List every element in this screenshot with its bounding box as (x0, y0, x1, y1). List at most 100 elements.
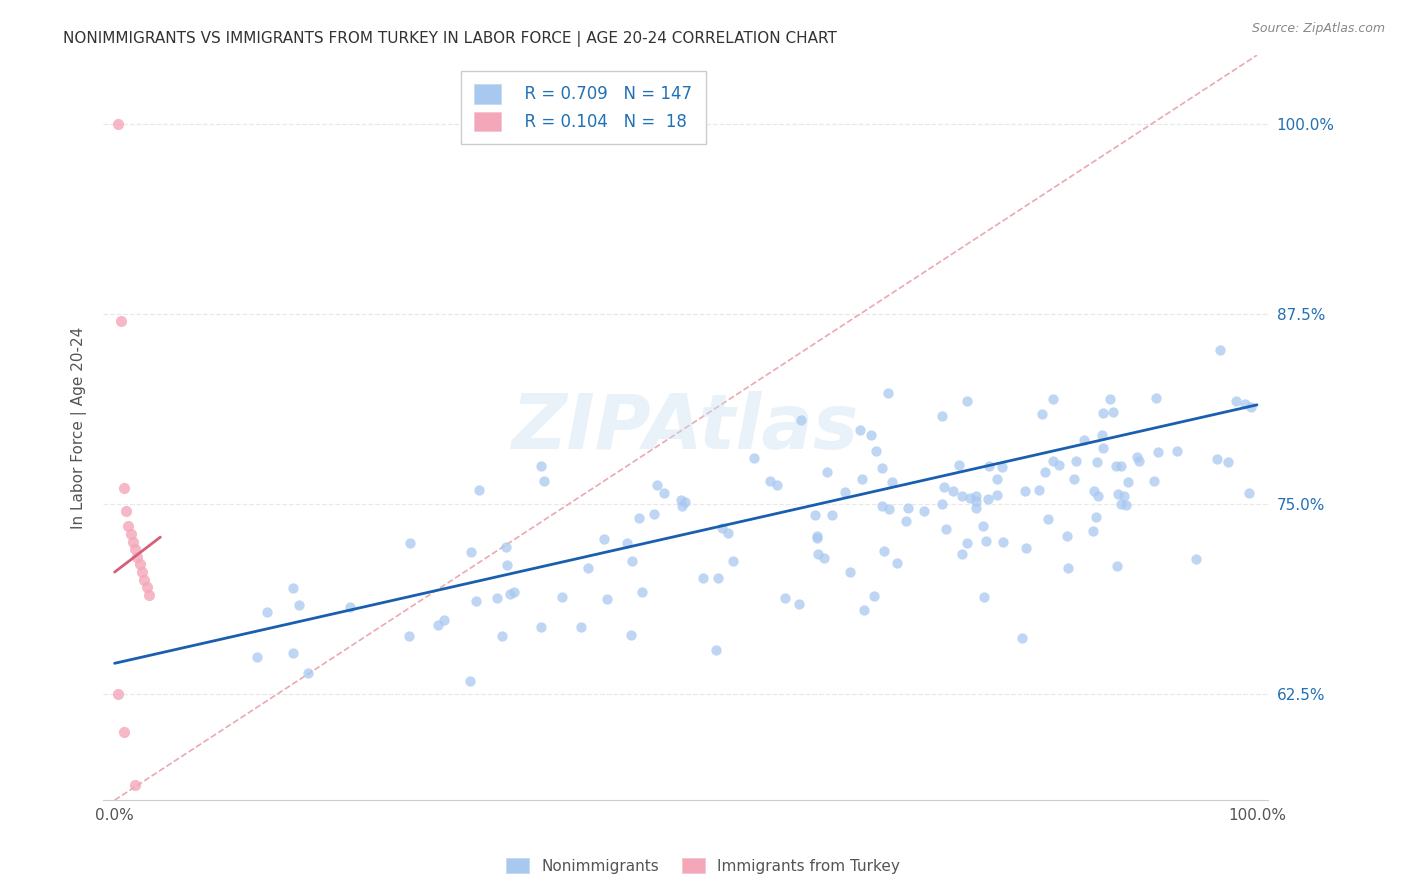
Point (122, 534, 145, 549)
Point (1109, 497, 1132, 511)
Point (671, 492, 693, 507)
Point (1011, 631, 1033, 645)
Point (773, 591, 796, 605)
Point (112, 724, 135, 739)
Point (1085, 455, 1108, 469)
Point (110, 314, 132, 328)
Point (965, 493, 987, 508)
Point (955, 535, 977, 549)
Point (464, 594, 486, 608)
Point (138, 588, 160, 602)
Point (880, 475, 903, 490)
Point (1073, 433, 1095, 447)
Point (834, 485, 856, 500)
Point (576, 561, 599, 575)
Point (426, 617, 449, 632)
Point (839, 565, 862, 579)
Point (1081, 524, 1104, 539)
Point (860, 428, 883, 442)
Point (132, 823, 155, 838)
Point (596, 592, 619, 607)
Point (1109, 459, 1132, 474)
Point (848, 423, 870, 437)
Point (973, 590, 995, 604)
Point (627, 511, 650, 525)
Point (1033, 465, 1056, 479)
Point (621, 554, 644, 568)
Point (931, 409, 953, 424)
Point (976, 534, 998, 549)
Point (616, 536, 638, 550)
Point (115, 504, 138, 518)
Point (460, 674, 482, 689)
Point (986, 471, 1008, 485)
Point (1185, 552, 1208, 566)
Point (1092, 441, 1115, 455)
Point (986, 488, 1008, 502)
Point (886, 556, 908, 570)
Point (959, 491, 981, 505)
Point (706, 571, 728, 585)
Point (1112, 489, 1135, 503)
Point (1105, 559, 1128, 574)
Point (1102, 405, 1125, 419)
Point (1056, 529, 1078, 543)
Point (398, 629, 420, 643)
Point (486, 591, 509, 606)
Point (1014, 483, 1036, 498)
Point (972, 518, 994, 533)
Point (991, 534, 1014, 549)
Point (495, 540, 517, 554)
Point (821, 508, 844, 523)
Point (124, 778, 146, 792)
Point (643, 507, 665, 521)
Point (1206, 451, 1229, 466)
Point (948, 458, 970, 472)
Point (671, 500, 693, 514)
Point (932, 481, 955, 495)
Point (870, 460, 893, 475)
Point (288, 599, 311, 613)
Point (1042, 392, 1064, 406)
Point (1128, 454, 1150, 468)
Point (433, 613, 456, 627)
Point (1234, 396, 1257, 410)
Point (529, 620, 551, 634)
Point (979, 458, 1001, 473)
Point (965, 489, 987, 503)
Point (717, 525, 740, 540)
Point (807, 547, 830, 561)
Point (339, 599, 361, 614)
Point (620, 628, 643, 642)
Point (877, 502, 900, 516)
Point (1064, 454, 1087, 468)
Point (127, 549, 149, 564)
Point (124, 542, 146, 557)
Point (704, 643, 727, 657)
Point (1031, 407, 1053, 421)
Point (107, 117, 129, 131)
Point (1144, 391, 1167, 405)
Point (673, 495, 696, 509)
Point (1239, 485, 1261, 500)
Point (1028, 483, 1050, 497)
Point (1105, 459, 1128, 474)
Point (593, 533, 616, 547)
Point (912, 503, 935, 517)
Point (460, 545, 482, 559)
Point (1208, 343, 1230, 357)
Point (630, 585, 652, 599)
Point (759, 475, 782, 489)
Point (1087, 489, 1109, 503)
Point (1126, 450, 1149, 464)
Point (1107, 486, 1129, 500)
Point (1014, 541, 1036, 555)
Point (870, 499, 893, 513)
Point (877, 385, 900, 400)
Point (897, 500, 920, 515)
Point (1218, 455, 1240, 469)
Legend: Nonimmigrants, Immigrants from Turkey: Nonimmigrants, Immigrants from Turkey (501, 852, 905, 880)
Point (894, 514, 917, 528)
Point (491, 629, 513, 643)
Point (851, 472, 873, 486)
